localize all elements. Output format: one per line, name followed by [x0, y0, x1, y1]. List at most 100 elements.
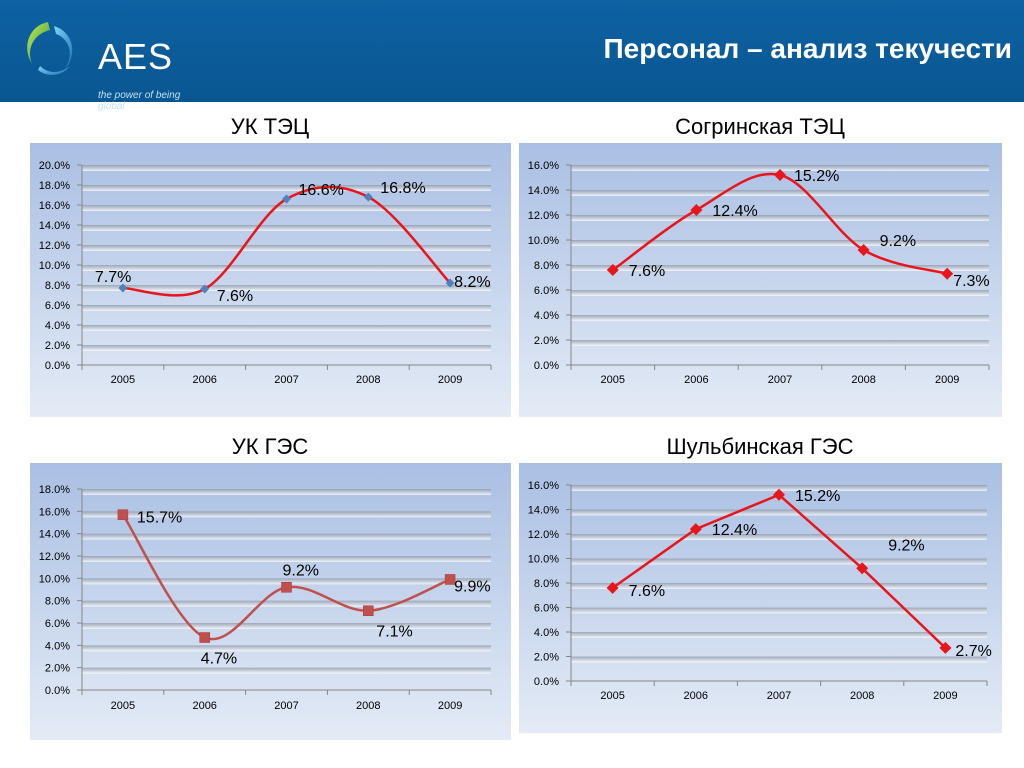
- gridline: [571, 265, 989, 271]
- gridline: [571, 485, 987, 491]
- y-tick-label: 0.0%: [534, 360, 559, 372]
- gridline: [571, 290, 989, 296]
- y-tick-label: 2.0%: [45, 663, 70, 675]
- y-tick-label: 16.0%: [528, 480, 559, 492]
- y-tick-label: 12.0%: [39, 240, 70, 252]
- chart-title-uk-tec: УК ТЭЦ: [230, 114, 310, 139]
- chart-uk-tec: 0.0% 2.0% 4.0% 6.0% 8.0% 10.0% 12.0% 14.0% 16.0%…: [30, 143, 511, 417]
- data-label: 7.1%: [376, 624, 412, 641]
- gridline: [571, 340, 989, 346]
- data-point: [606, 264, 619, 276]
- y-tick-label: 6.0%: [534, 603, 559, 615]
- y-tick-label: 14.0%: [528, 185, 559, 197]
- data-point: [199, 632, 210, 643]
- data-label: 15.2%: [795, 488, 840, 505]
- data-point: [282, 194, 291, 204]
- y-tick-label: 2.0%: [534, 335, 559, 347]
- y-tick-label: 6.0%: [45, 618, 70, 630]
- data-label: 16.8%: [380, 180, 425, 197]
- gridline: [82, 305, 491, 311]
- data-point: [690, 204, 703, 216]
- data-label: 15.2%: [794, 168, 839, 185]
- data-point: [689, 523, 702, 536]
- gridline: [82, 578, 491, 585]
- x-tick-label: 2005: [601, 374, 625, 386]
- x-tick-label: 2009: [438, 374, 462, 386]
- x-tick-label: 2009: [438, 700, 462, 712]
- y-tick-label: 18.0%: [39, 484, 70, 496]
- data-label: 8.2%: [454, 274, 490, 291]
- y-tick-label: 2.0%: [534, 652, 559, 664]
- data-label: 12.4%: [712, 203, 757, 220]
- x-tick-label: 2007: [274, 700, 298, 712]
- x-tick-label: 2006: [684, 690, 708, 702]
- y-tick-label: 8.0%: [534, 578, 559, 590]
- data-label: 15.7%: [137, 510, 182, 527]
- y-tick-label: 16.0%: [39, 506, 70, 518]
- header-bar: AES the power of being global Персонал –…: [0, 0, 1024, 112]
- y-tick-label: 4.0%: [45, 320, 70, 332]
- y-tick-label: 12.0%: [528, 529, 559, 541]
- data-point: [118, 283, 128, 293]
- y-tick-label: 16.0%: [39, 200, 70, 212]
- data-point: [606, 581, 619, 594]
- gridline: [571, 240, 989, 246]
- y-tick-label: 10.0%: [528, 554, 559, 566]
- data-point: [856, 562, 869, 575]
- y-tick-label: 16.0%: [528, 160, 559, 172]
- y-tick-label: 8.0%: [45, 280, 70, 292]
- data-point: [117, 509, 129, 520]
- data-point: [774, 169, 786, 181]
- data-point: [281, 582, 292, 593]
- y-tick-label: 10.0%: [528, 235, 559, 247]
- gridline: [82, 533, 491, 540]
- gridline: [571, 315, 989, 321]
- chart-uk-ges: 0.0% 2.0% 4.0% 6.0% 8.0% 10.0% 12.0% 14.0% 16.0%…: [30, 463, 511, 740]
- data-point: [363, 605, 374, 616]
- y-tick-label: 14.0%: [39, 529, 70, 541]
- y-tick-label: 0.0%: [45, 685, 70, 697]
- x-tick-label: 2009: [933, 690, 957, 702]
- gridline: [571, 165, 989, 171]
- y-tick-label: 10.0%: [39, 260, 70, 272]
- data-label: 9.2%: [880, 233, 916, 250]
- data-point: [363, 192, 373, 202]
- x-tick-label: 2007: [274, 374, 298, 386]
- data-label: 7.6%: [217, 288, 253, 305]
- gridline: [571, 534, 987, 540]
- gridline: [82, 205, 491, 211]
- y-tick-label: 4.0%: [45, 640, 70, 652]
- gridline: [82, 667, 491, 674]
- aes-logo-icon: [27, 22, 73, 75]
- gridline: [82, 345, 491, 351]
- aes-logo: AES the power of being global: [18, 14, 208, 112]
- gridline: [82, 185, 491, 191]
- chart-title-uk-ges: УК ГЭС: [231, 434, 309, 459]
- x-tick-label: 2009: [935, 374, 959, 386]
- y-tick-label: 8.0%: [534, 260, 559, 272]
- gridline: [82, 645, 491, 652]
- x-tick-label: 2008: [356, 374, 380, 386]
- y-tick-label: 20.0%: [39, 160, 70, 172]
- gridline: [82, 165, 491, 171]
- data-label: 4.7%: [201, 651, 237, 668]
- x-tick-label: 2005: [600, 690, 624, 702]
- y-tick-label: 4.0%: [534, 310, 559, 322]
- gridline: [82, 285, 491, 291]
- gridline: [82, 600, 491, 607]
- data-label: 2.7%: [955, 643, 991, 660]
- gridline: [571, 190, 989, 196]
- series-line: [121, 513, 451, 641]
- y-tick-label: 14.0%: [39, 220, 70, 232]
- x-tick-label: 2006: [192, 700, 216, 712]
- gridline: [82, 623, 491, 629]
- chart-shulbinskaya: 0.0% 2.0% 4.0% 6.0% 8.0% 10.0% 12.0% 14.0% 16.0%…: [519, 463, 1002, 733]
- data-label: 7.3%: [953, 273, 989, 290]
- gridline: [571, 215, 989, 221]
- data-point: [773, 488, 785, 501]
- data-label: 7.6%: [629, 263, 665, 280]
- gridline: [571, 509, 987, 516]
- gridline: [571, 583, 987, 589]
- y-tick-label: 4.0%: [534, 627, 559, 639]
- data-point: [444, 574, 456, 585]
